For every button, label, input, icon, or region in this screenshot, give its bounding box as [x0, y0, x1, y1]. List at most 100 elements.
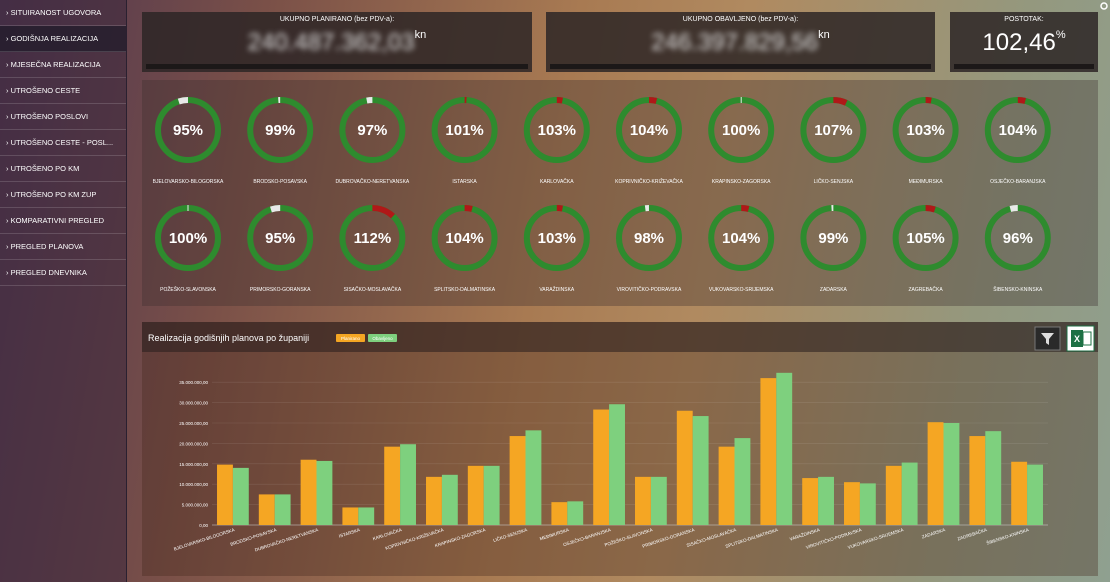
gauge-ring: [523, 205, 590, 271]
gauge-label: 100%: [722, 122, 760, 139]
bar: [844, 482, 860, 525]
sidebar: SITUIRANOST UGOVORAGODIŠNJA REALIZACIJAM…: [0, 0, 127, 582]
gauge-name: VIROVITIČKO-PODRAVSKA: [617, 286, 682, 293]
bar: [232, 467, 249, 525]
chart-panel: [142, 322, 1098, 576]
menu-item[interactable]: GODIŠNJA REALIZACIJA: [0, 26, 126, 52]
summary-card: UKUPNO OBAVLJENO (bez PDV-a): 246.397.829…: [546, 12, 935, 72]
bar: [969, 436, 986, 525]
gauge-name: SPLITSKO-DALMATINSKA: [434, 287, 496, 293]
bar: [676, 410, 693, 525]
bar: [927, 422, 944, 525]
bar: [859, 483, 876, 525]
x-tick-label: ŠIBENSKO-KNINSKA: [985, 526, 1029, 545]
gauge-deviation: [708, 205, 775, 271]
menu-item[interactable]: UTROŠENO POSLOVI: [0, 104, 126, 130]
card-unit: kn: [414, 29, 427, 41]
menu-item[interactable]: UTROŠENO CESTE: [0, 78, 126, 104]
gauge-label: 104%: [445, 230, 483, 247]
menu-item[interactable]: UTROŠENO CESTE - POSL...: [0, 130, 126, 156]
menu-item[interactable]: PREGLED DNEVNIKA: [0, 260, 126, 286]
gauge-deviation: [523, 205, 590, 271]
summary-card: POSTOTAK: 102,46%: [950, 12, 1098, 72]
gauge-label: 101%: [445, 122, 483, 139]
x-tick-label: ZADARSKA: [921, 527, 946, 539]
bar: [885, 465, 902, 525]
excel-x: X: [1074, 334, 1080, 344]
gauge-label: 105%: [906, 230, 944, 247]
gauge-deviation: [984, 205, 1051, 271]
x-tick-label: PRIMORSKO-GORANSKA: [642, 527, 695, 549]
gauge-name: KARLOVAČKA: [540, 178, 574, 185]
gauge-ring: [339, 205, 406, 271]
bar: [551, 502, 568, 525]
x-tick-label: BRODSKO-POSAVSKA: [230, 527, 277, 547]
gauge-label: 104%: [630, 122, 668, 139]
gauge-name: BRODSKO-POSAVSKA: [253, 179, 307, 185]
x-tick-label: LIČKO-SENJSKA: [492, 526, 528, 543]
gauge-deviation: [339, 205, 406, 271]
gauge-name: ŠIBENSKO-KNINSKA: [993, 286, 1043, 293]
menu-item[interactable]: KOMPARATIVNI PREGLED: [0, 208, 126, 234]
menu-item[interactable]: UTROŠENO PO KM: [0, 156, 126, 182]
menu-item[interactable]: UTROŠENO PO KM ZUP: [0, 182, 126, 208]
gauge-panel: [142, 80, 1098, 306]
y-tick-label: 10.000.000,00: [179, 482, 208, 487]
card-unit: kn: [818, 29, 830, 41]
filter-button[interactable]: [1034, 326, 1061, 351]
menu-item[interactable]: PREGLED PLANOVA: [0, 234, 126, 260]
bar: [567, 501, 584, 525]
menu-item[interactable]: SITUIRANOST UGOVORA: [0, 0, 126, 26]
bar: [818, 476, 834, 525]
x-tick-label: KOPRIVNIČKO-KRIŽEVAČKA: [384, 525, 444, 550]
gauge-label: 100%: [169, 230, 207, 247]
gauge-name: ZAGREBAČKA: [909, 286, 944, 293]
menu-item[interactable]: MJESEČNA REALIZACIJA: [0, 52, 126, 78]
bar: [734, 438, 751, 525]
x-tick-label: MEĐIMURSKA: [539, 527, 570, 541]
gauge-deviation: [247, 97, 314, 163]
gauge-label: 95%: [265, 230, 295, 247]
gauge-name: KOPRIVNIČKO-KRIŽEVAČKA: [615, 177, 683, 185]
gauge-ring: [984, 205, 1051, 271]
x-tick-label: KRAPINSKO-ZAGORSKA: [434, 527, 486, 548]
gauge-deviation: [155, 97, 221, 163]
x-tick-label: KARLOVAČKA: [372, 526, 403, 541]
bar: [985, 431, 1002, 525]
gauge-ring: [431, 97, 498, 163]
excel-button[interactable]: [1066, 325, 1095, 352]
bar: [525, 430, 542, 525]
gauge-deviation: [892, 205, 959, 271]
gauge-name: VUKOVARSKO-SRIJEMSKA: [709, 287, 774, 293]
card-title: UKUPNO PLANIRANO (bez PDV-a):: [279, 16, 395, 23]
card-value: 246.397.829,56kn: [546, 29, 935, 57]
x-tick-label: SPLITSKO-DALMATINSKA: [725, 527, 779, 549]
gauge-deviation: [800, 97, 867, 163]
x-tick-label: VARAŽDINSKA: [788, 525, 820, 541]
gauge-deviation: [523, 97, 590, 163]
gauge-ring: [616, 97, 682, 163]
gauge-name: ISTARSKA: [452, 179, 477, 185]
gauge-label: 107%: [814, 122, 852, 139]
y-tick-label: 25.000.000,00: [179, 421, 208, 426]
gauge-name: BJELOVARSKO-BILOGORSKA: [153, 179, 224, 185]
gauge-deviation: [339, 97, 406, 163]
gauge-name: SISAČKO-MOSLAVAČKA: [344, 286, 402, 293]
y-tick-label: 20.000.000,00: [179, 441, 208, 446]
legend-label: Obavljeno: [372, 336, 393, 341]
bar: [635, 476, 651, 525]
gauge-deviation: [431, 205, 498, 271]
bar: [400, 444, 416, 525]
bar: [441, 474, 458, 525]
gauge-name: VARAŽDINSKA: [539, 285, 575, 293]
y-tick-label: 15.000.000,00: [179, 462, 208, 467]
gauge-ring: [523, 97, 590, 163]
bar: [1027, 464, 1043, 525]
card-title: UKUPNO OBAVLJENO (bez PDV-a):: [682, 16, 799, 23]
bar: [426, 476, 442, 525]
card-title: POSTOTAK:: [1004, 16, 1044, 23]
gauge-label: 103%: [906, 122, 944, 139]
card-value: 240.487.362,03kn: [142, 29, 532, 57]
gauge-ring: [800, 205, 867, 271]
card-unit: %: [1055, 29, 1066, 41]
